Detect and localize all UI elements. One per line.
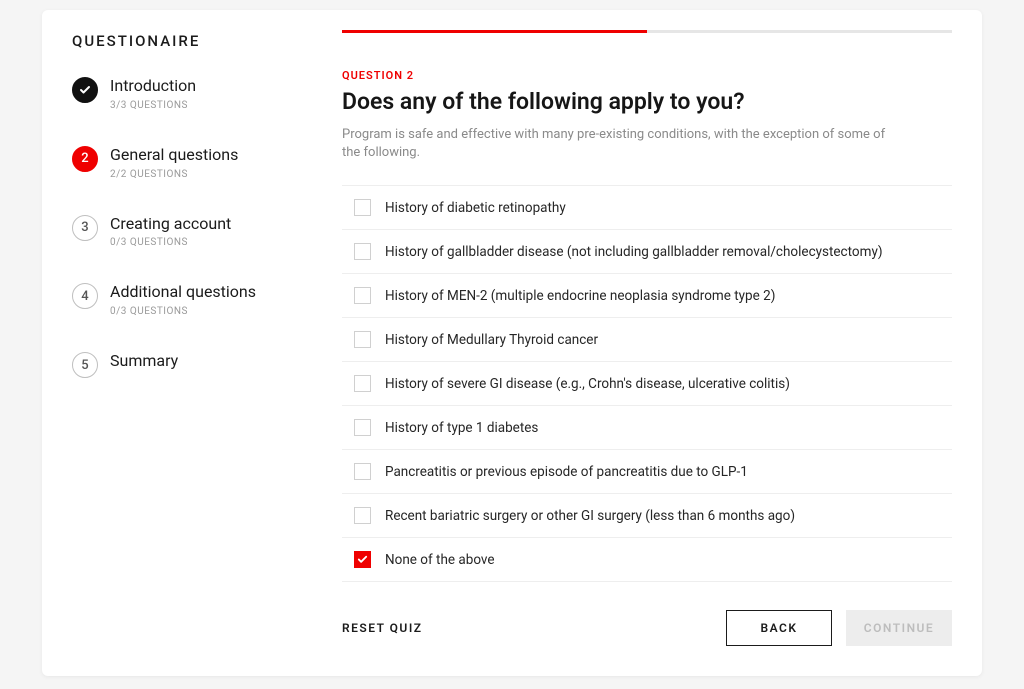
checkbox[interactable]: [354, 419, 371, 436]
option-label: History of gallbladder disease (not incl…: [385, 244, 883, 260]
step-number-circle: 5: [72, 352, 98, 378]
step-sublabel: 3/3 QUESTIONS: [110, 100, 196, 111]
option-row[interactable]: History of severe GI disease (e.g., Croh…: [342, 362, 952, 406]
option-label: History of type 1 diabetes: [385, 420, 538, 436]
option-label: Pancreatitis or previous episode of panc…: [385, 464, 748, 480]
main-panel: QUESTION 2 Does any of the following app…: [342, 30, 952, 646]
step-number-circle: 2: [72, 146, 98, 172]
option-label: History of Medullary Thyroid cancer: [385, 332, 598, 348]
back-button[interactable]: BACK: [726, 610, 832, 646]
option-row[interactable]: History of type 1 diabetes: [342, 406, 952, 450]
step-label: Summary: [110, 351, 178, 372]
option-label: History of diabetic retinopathy: [385, 200, 566, 216]
questionnaire-card: QUESTIONAIRE Introduction 3/3 QUESTIONS 2G…: [42, 10, 982, 676]
checkbox[interactable]: [354, 551, 371, 568]
question-description: Program is safe and effective with many …: [342, 126, 902, 164]
sidebar-step[interactable]: 2 General questions 2/2 QUESTIONS: [72, 145, 302, 180]
step-label: Creating account: [110, 214, 231, 235]
option-label: History of severe GI disease (e.g., Croh…: [385, 376, 790, 392]
step-number-circle: 3: [72, 215, 98, 241]
sidebar-step[interactable]: Introduction 3/3 QUESTIONS: [72, 76, 302, 111]
reset-quiz-link[interactable]: RESET QUIZ: [342, 621, 423, 635]
step-sublabel: 2/2 QUESTIONS: [110, 169, 238, 180]
checkbox[interactable]: [354, 331, 371, 348]
progress-fill: [342, 30, 647, 33]
step-body: Summary: [110, 351, 178, 372]
checkbox[interactable]: [354, 199, 371, 216]
step-sublabel: 0/3 QUESTIONS: [110, 237, 231, 248]
progress-bar: [342, 30, 952, 33]
step-label: Additional questions: [110, 282, 256, 303]
step-number-circle: 4: [72, 283, 98, 309]
check-icon: [72, 77, 98, 103]
sidebar-step[interactable]: 3 Creating account 0/3 QUESTIONS: [72, 214, 302, 249]
step-label: General questions: [110, 145, 238, 166]
option-label: Recent bariatric surgery or other GI sur…: [385, 508, 795, 524]
options-list: History of diabetic retinopathy History o…: [342, 185, 952, 582]
step-label: Introduction: [110, 76, 196, 97]
step-sublabel: 0/3 QUESTIONS: [110, 306, 256, 317]
checkbox[interactable]: [354, 463, 371, 480]
footer: RESET QUIZ BACK CONTINUE: [342, 610, 952, 646]
checkbox[interactable]: [354, 507, 371, 524]
sidebar-title: QUESTIONAIRE: [72, 32, 302, 50]
sidebar-step[interactable]: 5 Summary: [72, 351, 302, 378]
option-row[interactable]: History of MEN-2 (multiple endocrine neo…: [342, 274, 952, 318]
question-number: QUESTION 2: [342, 69, 952, 82]
option-row[interactable]: History of diabetic retinopathy: [342, 186, 952, 230]
question-title: Does any of the following apply to you?: [342, 88, 952, 116]
checkbox[interactable]: [354, 287, 371, 304]
option-row[interactable]: Pancreatitis or previous episode of panc…: [342, 450, 952, 494]
footer-buttons: BACK CONTINUE: [726, 610, 952, 646]
option-label: History of MEN-2 (multiple endocrine neo…: [385, 288, 775, 304]
option-label: None of the above: [385, 552, 495, 568]
step-body: Creating account 0/3 QUESTIONS: [110, 214, 231, 249]
step-list: Introduction 3/3 QUESTIONS 2 General questi…: [72, 76, 302, 378]
checkbox[interactable]: [354, 243, 371, 260]
continue-button[interactable]: CONTINUE: [846, 610, 952, 646]
option-row[interactable]: History of gallbladder disease (not incl…: [342, 230, 952, 274]
sidebar-step[interactable]: 4 Additional questions 0/3 QUESTIONS: [72, 282, 302, 317]
step-body: General questions 2/2 QUESTIONS: [110, 145, 238, 180]
step-body: Introduction 3/3 QUESTIONS: [110, 76, 196, 111]
step-body: Additional questions 0/3 QUESTIONS: [110, 282, 256, 317]
option-row[interactable]: Recent bariatric surgery or other GI sur…: [342, 494, 952, 538]
checkbox[interactable]: [354, 375, 371, 392]
sidebar: QUESTIONAIRE Introduction 3/3 QUESTIONS 2G…: [72, 30, 302, 646]
option-row[interactable]: None of the above: [342, 538, 952, 582]
option-row[interactable]: History of Medullary Thyroid cancer: [342, 318, 952, 362]
